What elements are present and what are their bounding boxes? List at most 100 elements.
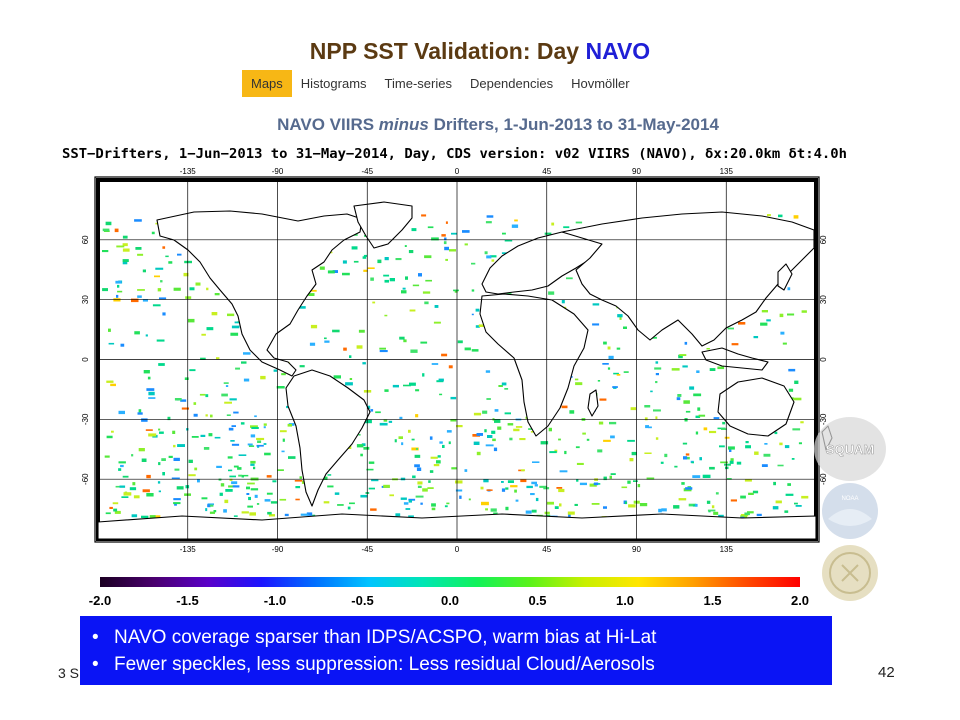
- sst-speckle: [576, 479, 579, 482]
- tab-hovmoller[interactable]: Hovmöller: [571, 76, 630, 91]
- sst-speckle: [256, 444, 264, 447]
- tab-dependencies[interactable]: Dependencies: [469, 76, 554, 91]
- footer-left-text: 3 S: [58, 665, 80, 681]
- sst-speckle: [610, 435, 615, 439]
- sst-speckle: [250, 488, 259, 491]
- sst-speckle: [115, 280, 122, 284]
- sst-speckle: [165, 255, 169, 258]
- sst-speckle: [784, 510, 789, 513]
- sst-speckle: [724, 463, 731, 466]
- tab-histograms[interactable]: Histograms: [300, 76, 367, 91]
- sst-speckle: [575, 221, 583, 224]
- sst-speckle: [414, 454, 421, 458]
- sst-speckle: [141, 515, 149, 518]
- sst-speckle: [298, 306, 306, 309]
- sst-speckle: [249, 512, 256, 516]
- sst-speckle: [231, 425, 236, 427]
- sst-speckle: [118, 468, 122, 471]
- sst-speckle: [327, 474, 332, 476]
- sst-speckle: [429, 436, 433, 440]
- sst-speckle: [294, 480, 303, 482]
- sst-speckle: [683, 456, 688, 460]
- sst-speckle: [464, 469, 468, 472]
- sst-speckle: [631, 451, 637, 456]
- sst-speckle: [377, 259, 382, 264]
- sst-speckle: [251, 427, 259, 429]
- sst-speckle: [231, 443, 240, 446]
- sst-speckle: [574, 378, 579, 381]
- sst-speckle: [243, 352, 251, 355]
- sst-speckle: [603, 476, 607, 481]
- sst-speckle: [399, 336, 405, 340]
- sst-speckle: [528, 428, 535, 430]
- sst-speckle: [241, 511, 249, 514]
- sst-speckle: [731, 343, 739, 346]
- sst-speckle: [353, 260, 359, 263]
- sst-speckle: [110, 383, 116, 387]
- sst-map: SST−Drifters, 1−Jun−2013 to 31−May−2014,…: [62, 144, 852, 574]
- tab-time-series[interactable]: Time-series: [384, 76, 452, 91]
- sst-speckle: [630, 407, 636, 411]
- sst-speckle: [591, 503, 600, 505]
- sst-speckle: [332, 270, 338, 273]
- sst-speckle: [801, 310, 807, 313]
- sst-speckle: [209, 511, 215, 514]
- sst-speckle: [142, 269, 146, 273]
- sst-speckle: [545, 514, 551, 517]
- sst-speckle: [449, 249, 456, 252]
- sst-speckle: [678, 498, 687, 501]
- colorbar-tick-label: 1.5: [703, 593, 722, 608]
- sst-speckle: [241, 474, 249, 477]
- sst-speckle: [485, 221, 492, 224]
- sst-speckle: [145, 429, 153, 431]
- sst-speckle: [678, 354, 683, 359]
- sst-speckle: [660, 461, 664, 464]
- sst-speckle: [257, 446, 260, 448]
- sst-speckle: [654, 367, 662, 370]
- sst-speckle: [185, 296, 192, 299]
- sst-speckle: [793, 397, 802, 401]
- sst-speckle: [535, 497, 539, 502]
- sst-speckle: [263, 426, 266, 429]
- sst-speckle: [507, 480, 514, 483]
- sst-speckle: [490, 508, 497, 512]
- sst-speckle: [696, 370, 700, 373]
- sst-speckle: [115, 485, 122, 488]
- sst-speckle: [362, 362, 366, 365]
- notes-box: • NAVO coverage sparser than IDPS/ACSPO, …: [80, 616, 832, 685]
- sst-speckle: [457, 340, 463, 344]
- sst-speckle: [740, 515, 747, 518]
- colorbar-tick-label: -1.0: [263, 593, 287, 608]
- land-north-america: [156, 210, 363, 377]
- sst-speckle: [235, 367, 240, 370]
- sst-speckle: [569, 410, 575, 414]
- sst-speckle: [411, 438, 415, 441]
- sst-speckle: [655, 437, 659, 440]
- sst-speckle: [368, 487, 375, 490]
- sst-speckle: [120, 464, 124, 468]
- sst-speckle: [427, 226, 434, 229]
- sst-speckle: [333, 375, 341, 379]
- sst-speckle: [464, 347, 471, 351]
- sst-speckle: [176, 486, 184, 490]
- lat-tick-label: -60: [81, 473, 90, 485]
- sst-speckle: [112, 502, 119, 505]
- sst-speckle: [184, 377, 189, 380]
- sst-speckle: [608, 355, 614, 360]
- sst-speckle: [384, 389, 389, 392]
- sst-speckle: [594, 478, 598, 481]
- sst-speckle: [210, 414, 213, 418]
- sst-speckle: [379, 347, 386, 350]
- sst-speckle: [728, 446, 735, 450]
- sst-speckle: [240, 422, 245, 425]
- squam-logo: SQUAM: [814, 417, 886, 481]
- sst-speckle: [167, 416, 171, 421]
- sst-speckle: [409, 382, 416, 386]
- sst-speckle: [629, 458, 634, 462]
- sst-speckle: [576, 462, 584, 465]
- sst-speckle: [123, 492, 132, 496]
- sst-speckle: [310, 324, 318, 329]
- sst-speckle: [484, 251, 488, 255]
- tab-maps[interactable]: Maps: [242, 70, 292, 97]
- slide-title: NPP SST Validation: Day NAVO: [0, 38, 960, 65]
